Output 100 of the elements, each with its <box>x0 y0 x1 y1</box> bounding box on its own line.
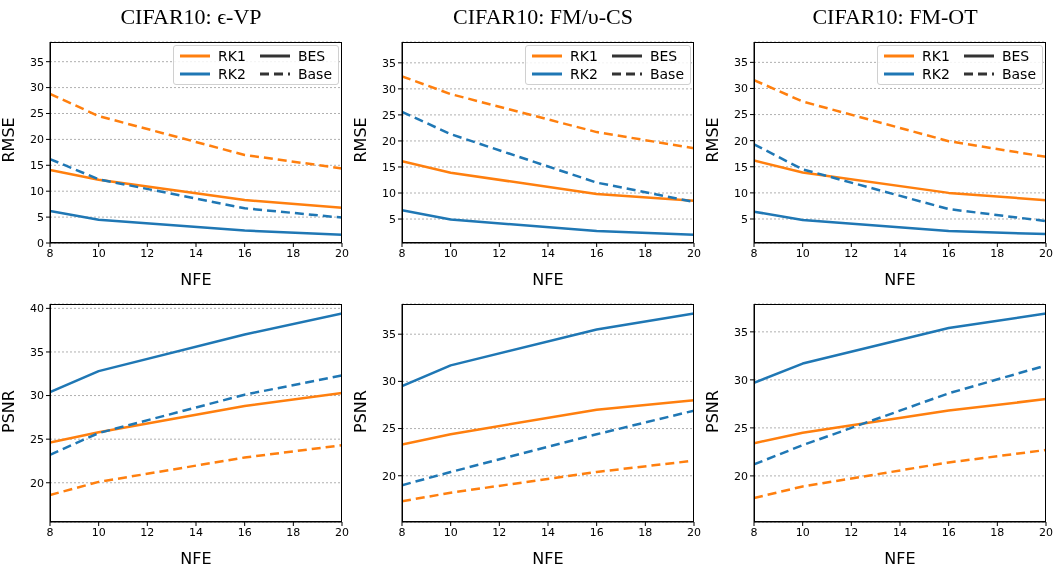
chart-title: CIFAR10: ϵ-VP <box>119 3 263 31</box>
x-axis-title: NFE <box>884 270 916 289</box>
legend-label: RK2 <box>570 66 598 82</box>
line-series <box>754 78 1046 159</box>
y-tick-label: 10 <box>734 186 748 200</box>
x-tick-label: 12 <box>844 246 859 260</box>
line-series <box>402 160 694 203</box>
y-tick-label: 20 <box>734 469 748 483</box>
y-axis-title: RMSE <box>350 117 370 163</box>
legend-label: BES <box>1001 48 1030 64</box>
x-tick-label: 10 <box>795 246 810 260</box>
y-tick-label: 20 <box>30 133 44 147</box>
line-series <box>754 312 1046 384</box>
x-tick-label: 12 <box>492 525 507 539</box>
legend-label: RK2 <box>218 66 246 82</box>
y-tick-label: 5 <box>37 211 44 224</box>
x-tick-label: 14 <box>893 246 907 260</box>
x-tick-label: 8 <box>398 246 406 260</box>
y-tick-label: 25 <box>734 108 748 122</box>
chart-title: CIFAR10: FM/υ-CS <box>452 3 634 31</box>
x-axis-title: NFE <box>180 549 212 567</box>
y-axis-title: PSNR <box>350 390 370 433</box>
legend-label: Base <box>649 66 684 82</box>
x-tick-label: 12 <box>492 246 507 260</box>
x-tick-label: 16 <box>941 246 956 260</box>
line-series <box>50 374 342 457</box>
x-tick-label: 8 <box>46 525 54 539</box>
y-tick-label: 15 <box>382 160 396 174</box>
x-tick-label: 12 <box>140 525 155 539</box>
y-tick-label: 5 <box>389 212 396 226</box>
y-axis-title: RMSE <box>702 117 722 163</box>
x-tick-label: 8 <box>750 246 758 260</box>
y-tick-label: 35 <box>30 55 44 69</box>
line-series <box>50 444 342 497</box>
x-tick-label: 16 <box>589 246 604 260</box>
x-tick-label: 10 <box>443 525 458 539</box>
x-tick-label: 10 <box>443 246 458 260</box>
line-series <box>754 143 1046 223</box>
x-tick-label: 20 <box>687 246 701 260</box>
y-axis-title: RMSE <box>0 117 18 163</box>
y-tick-label: 30 <box>382 82 396 96</box>
y-tick-label: 30 <box>30 389 44 403</box>
x-axis-title: NFE <box>532 549 564 567</box>
y-tick-label: 25 <box>30 433 44 447</box>
y-tick-label: 30 <box>734 373 748 387</box>
y-tick-label: 25 <box>734 421 748 435</box>
x-tick-label: 14 <box>893 525 907 539</box>
y-tick-label: 10 <box>382 186 396 200</box>
y-tick-label: 40 <box>30 302 44 316</box>
line-series <box>754 448 1046 500</box>
x-tick-label: 14 <box>189 525 203 539</box>
y-tick-label: 30 <box>30 81 44 95</box>
y-tick-label: 15 <box>30 159 44 173</box>
x-tick-label: 10 <box>91 246 106 260</box>
legend-label: RK1 <box>922 48 950 64</box>
legend-label: BES <box>649 48 678 64</box>
line-series <box>50 312 342 394</box>
x-tick-label: 14 <box>541 525 555 539</box>
y-tick-label: 25 <box>382 422 396 436</box>
y-tick-label: 30 <box>734 82 748 96</box>
legend-label: RK1 <box>570 48 598 64</box>
y-tick-label: 20 <box>382 469 396 483</box>
legend-label: RK2 <box>922 66 950 82</box>
y-tick-label: 20 <box>382 134 396 148</box>
line-series <box>402 110 694 204</box>
y-tick-label: 35 <box>734 325 748 339</box>
x-tick-label: 18 <box>286 246 301 260</box>
x-tick-label: 20 <box>335 525 349 539</box>
y-tick-label: 20 <box>30 476 44 490</box>
y-tick-label: 30 <box>382 375 396 389</box>
line-series <box>402 208 694 236</box>
x-tick-label: 20 <box>1039 525 1053 539</box>
x-tick-label: 20 <box>1039 246 1053 260</box>
x-tick-label: 12 <box>140 246 155 260</box>
line-series <box>754 210 1046 236</box>
y-tick-label: 35 <box>734 56 748 70</box>
x-tick-label: 8 <box>46 246 54 260</box>
legend-label: RK1 <box>218 48 246 64</box>
line-series <box>50 391 342 444</box>
legend-label: Base <box>1001 66 1036 82</box>
y-tick-label: 10 <box>30 185 44 199</box>
line-series <box>754 159 1046 202</box>
x-tick-label: 10 <box>91 525 106 539</box>
x-tick-label: 16 <box>237 246 252 260</box>
x-tick-label: 16 <box>589 525 604 539</box>
y-tick-label: 25 <box>382 108 396 122</box>
x-axis-title: NFE <box>532 270 564 289</box>
y-axis-title: PSNR <box>702 390 722 433</box>
y-tick-label: 0 <box>37 236 44 250</box>
x-tick-label: 14 <box>541 246 555 260</box>
x-tick-label: 20 <box>335 246 349 260</box>
y-tick-label: 35 <box>30 345 44 359</box>
line-series <box>402 399 694 446</box>
line-series <box>754 397 1046 445</box>
x-axis-title: NFE <box>884 549 916 567</box>
line-series <box>402 312 694 388</box>
legend-label: BES <box>297 48 326 64</box>
y-tick-label: 20 <box>734 134 748 148</box>
y-axis-title: PSNR <box>0 390 18 433</box>
x-tick-label: 20 <box>687 525 701 539</box>
